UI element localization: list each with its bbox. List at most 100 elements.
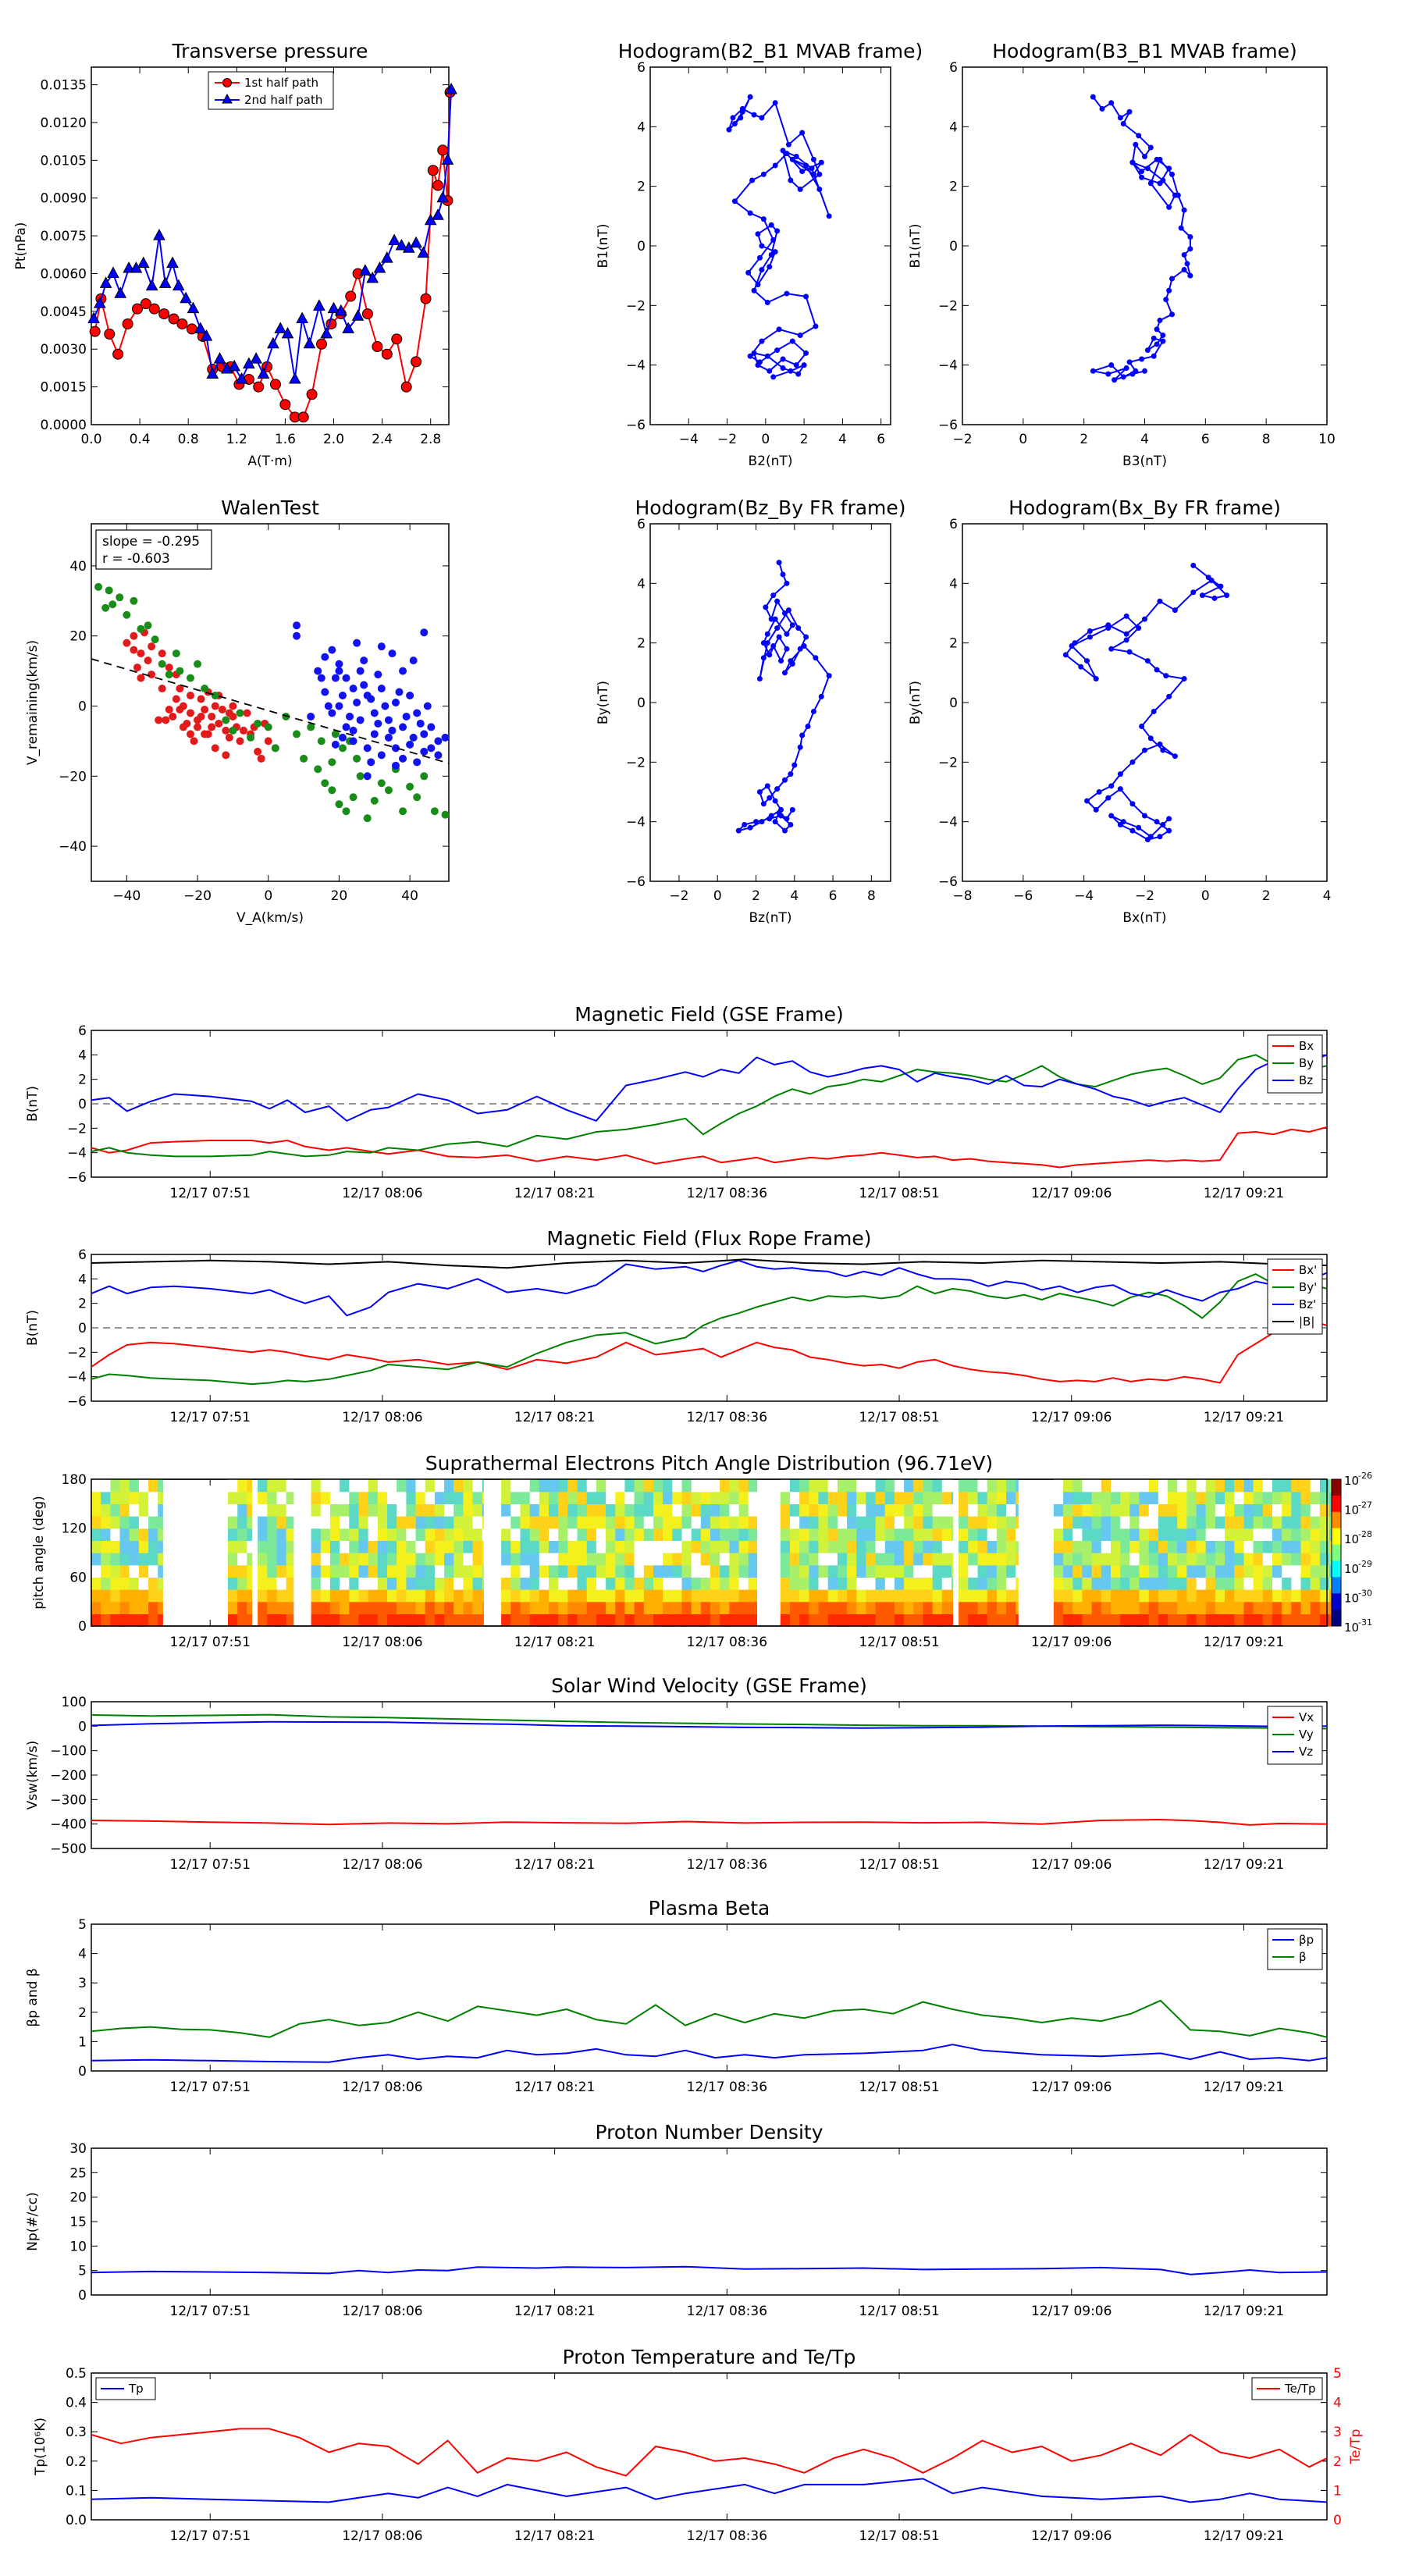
heatmap-cell (1262, 1589, 1273, 1603)
scatter-point-blue (406, 740, 414, 749)
heatmap-cell (148, 1614, 158, 1627)
x-axis-label: Bz(nT) (749, 910, 791, 926)
heatmap-cell (529, 1601, 540, 1614)
heatmap-cell (101, 1601, 111, 1614)
heatmap-cell (884, 1577, 895, 1590)
heatmap-cell (228, 1528, 238, 1541)
heatmap-cell (809, 1491, 820, 1504)
heatmap-cell (837, 1564, 848, 1578)
heatmap-cell (510, 1553, 521, 1566)
heatmap-cell (501, 1553, 511, 1566)
heatmap-cell (1168, 1503, 1178, 1517)
colorbar-tick-exponent: -28 (1358, 1529, 1372, 1539)
heatmap-cell (799, 1577, 809, 1590)
heatmap-cell (1215, 1491, 1225, 1504)
scatter-point-blue (395, 688, 404, 696)
heatmap-cell (1129, 1614, 1140, 1627)
legend-label: Tp (128, 2382, 144, 2396)
heatmap-cell (1120, 1601, 1130, 1614)
heatmap-cell (596, 1491, 606, 1504)
heatmap-cell (875, 1516, 886, 1529)
hodogram-point (789, 156, 795, 162)
hodogram-point (1157, 741, 1163, 747)
heatmap-cell (148, 1503, 158, 1517)
pt-point-triangle (417, 246, 430, 258)
hodogram-point (1160, 747, 1166, 753)
x-tick-label: 1.2 (226, 432, 247, 447)
y-tick-label: 0.0015 (41, 380, 87, 396)
heatmap-cell (1120, 1516, 1130, 1529)
hodogram-point (1147, 144, 1154, 151)
heatmap-cell (520, 1516, 531, 1529)
heatmap-cell (1205, 1516, 1216, 1529)
heatmap-cell (1091, 1614, 1102, 1627)
hodogram-point (1129, 801, 1136, 807)
heatmap-cell (1006, 1503, 1016, 1517)
heatmap-cell (91, 1553, 101, 1566)
heatmap-cell (1158, 1601, 1168, 1614)
heatmap-cell (1120, 1540, 1130, 1553)
heatmap-cell (1139, 1577, 1150, 1590)
x-axis-label: B3(nT) (1122, 454, 1167, 469)
y-tick-label: −40 (59, 839, 87, 855)
heatmap-cell (1319, 1479, 1330, 1493)
heatmap-cell (729, 1540, 740, 1553)
heatmap-cell (634, 1564, 645, 1578)
heatmap-cell (377, 1589, 388, 1603)
heatmap-cell (738, 1577, 749, 1590)
heatmap-cell (799, 1516, 809, 1529)
heatmap-cell (1072, 1553, 1083, 1566)
hodogram-point (1163, 673, 1169, 679)
pt-point-triangle (373, 261, 386, 273)
heatmap-cell (1129, 1503, 1140, 1517)
heatmap-cell (276, 1564, 287, 1578)
heatmap-cell (320, 1601, 331, 1614)
heatmap-cell (472, 1516, 483, 1529)
hodogram-point (770, 642, 777, 649)
heatmap-cell (1053, 1540, 1064, 1553)
heatmap-cell (1234, 1601, 1245, 1614)
heatmap-cell (110, 1553, 121, 1566)
heatmap-cell (267, 1589, 278, 1603)
heatmap-cell (681, 1540, 692, 1553)
hodogram-point (778, 658, 784, 664)
plot-frame (91, 2372, 1328, 2521)
heatmap-cell (586, 1601, 597, 1614)
heatmap-cell (1016, 1516, 1019, 1529)
hodogram-point (1190, 589, 1197, 596)
heatmap-cell (247, 1491, 253, 1504)
hodogram-point (1163, 297, 1169, 303)
heatmap-cell (510, 1589, 521, 1603)
heatmap-cell (267, 1528, 278, 1541)
heatmap-cell (444, 1601, 454, 1614)
heatmap-cell (1177, 1516, 1187, 1529)
heatmap-cell (913, 1479, 924, 1493)
heatmap-cell (968, 1540, 979, 1553)
y-tick-label: 6 (949, 517, 958, 532)
hodogram-point (784, 151, 790, 157)
time-tick-label: 12/17 09:21 (1204, 2304, 1284, 2319)
pt-point-circle (279, 399, 291, 411)
heatmap-cell (119, 1589, 130, 1603)
heatmap-cell (606, 1564, 616, 1578)
heatmap-cell (567, 1528, 578, 1541)
heatmap-cell (1177, 1601, 1187, 1614)
y-axis-label: pitch angle (deg) (31, 1496, 47, 1610)
chart-title: Magnetic Field (Flux Rope Frame) (546, 1227, 871, 1250)
heatmap-cell (913, 1564, 924, 1578)
heatmap-cell (700, 1601, 711, 1614)
hodogram-point (788, 177, 794, 183)
chart-title: Hodogram(Bx_By FR frame) (1008, 496, 1281, 519)
heatmap-cell (1234, 1516, 1245, 1529)
heatmap-cell (941, 1553, 952, 1566)
heatmap-cell (951, 1503, 954, 1517)
heatmap-cell (539, 1589, 550, 1603)
series-βp (91, 2044, 1327, 2063)
heatmap-cell (267, 1516, 278, 1529)
hodogram-point (784, 290, 790, 297)
heatmap-cell (790, 1479, 800, 1493)
heatmap-cell (158, 1577, 163, 1590)
hodogram-point (1142, 813, 1147, 819)
heatmap-cell (1129, 1528, 1140, 1541)
heatmap-cell (329, 1491, 340, 1504)
